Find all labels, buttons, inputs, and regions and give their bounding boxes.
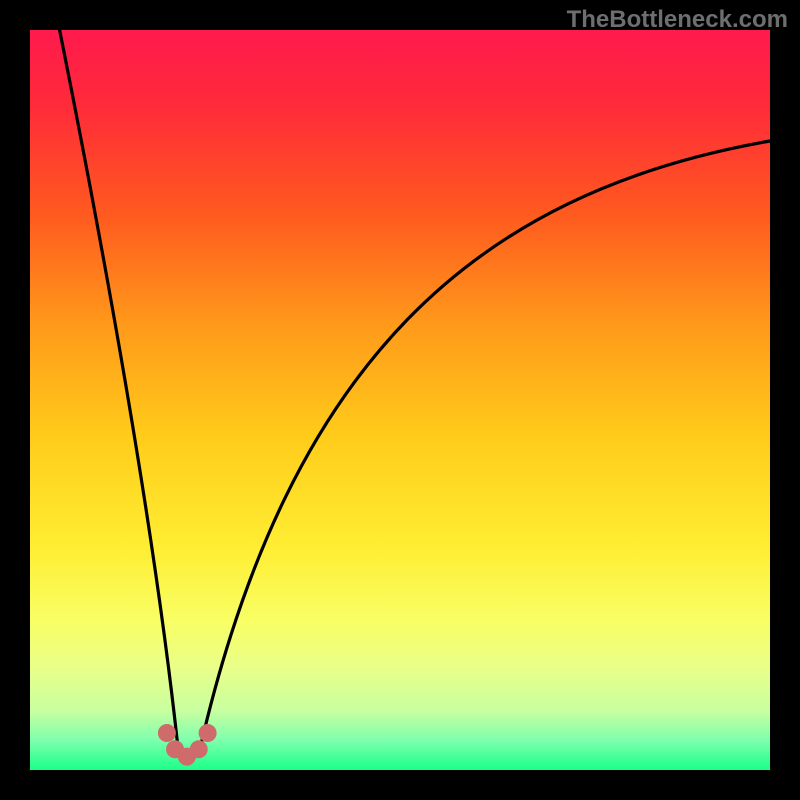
bottleneck-curves: [0, 0, 800, 800]
marker-dot: [199, 724, 217, 742]
marker-dot: [190, 740, 208, 758]
watermark-text: TheBottleneck.com: [567, 6, 788, 34]
chart-frame: TheBottleneck.com: [0, 0, 800, 800]
marker-dot: [158, 724, 176, 742]
curve-path: [60, 30, 770, 748]
